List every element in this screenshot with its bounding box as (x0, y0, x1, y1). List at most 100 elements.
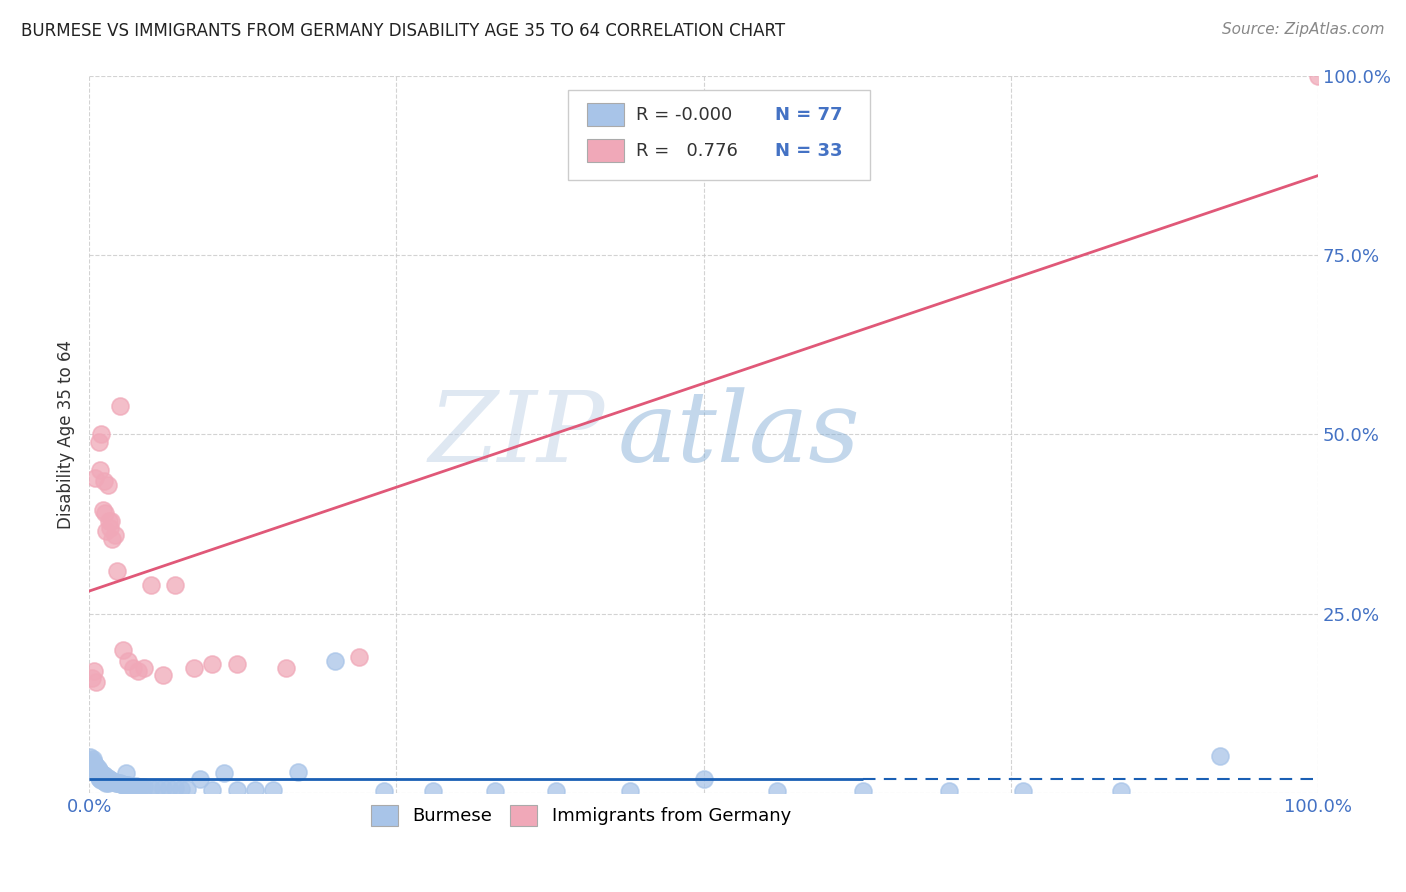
Point (83, 665, 105, 679)
Point (80, 672, 103, 686)
Text: N = 77: N = 77 (775, 106, 842, 124)
Point (176, 782, 198, 797)
Point (214, 766, 236, 780)
Point (94, 769, 117, 783)
Point (96, 776, 118, 790)
Point (127, 665, 149, 679)
Text: atlas: atlas (617, 387, 860, 482)
Point (93, 774, 115, 789)
Point (82, 752, 104, 766)
Point (114, 778, 136, 792)
Point (90, 427, 112, 442)
Point (225, 782, 247, 797)
Point (262, 783, 284, 797)
Y-axis label: Disability Age 35 to 64: Disability Age 35 to 64 (58, 340, 75, 529)
Point (1308, 69, 1330, 83)
Point (91, 773, 114, 788)
Point (90, 766, 112, 780)
Point (852, 784, 875, 798)
Point (80, 754, 103, 768)
Text: BURMESE VS IMMIGRANTS FROM GERMANY DISABILITY AGE 35 TO 64 CORRELATION CHART: BURMESE VS IMMIGRANTS FROM GERMANY DISAB… (21, 22, 785, 40)
Point (201, 657, 224, 672)
Point (100, 773, 122, 788)
Point (1209, 749, 1232, 764)
Point (127, 780, 149, 794)
Point (101, 774, 124, 789)
Point (145, 780, 167, 795)
Point (86, 675, 108, 690)
Point (112, 642, 135, 657)
Point (373, 784, 395, 798)
Text: R =   0.776: R = 0.776 (636, 142, 738, 160)
Point (117, 779, 139, 793)
Point (201, 782, 224, 797)
Point (152, 781, 174, 796)
Point (94, 507, 117, 521)
Point (115, 779, 138, 793)
Point (692, 772, 714, 786)
Point (134, 780, 156, 794)
Point (938, 784, 960, 798)
Point (84, 470, 107, 484)
Point (115, 766, 138, 780)
Point (89, 764, 111, 779)
Point (98, 521, 121, 535)
Legend: Burmese, Immigrants from Germany: Burmese, Immigrants from Germany (361, 796, 800, 835)
Point (349, 650, 371, 665)
Point (111, 777, 134, 791)
Point (83, 761, 105, 775)
Point (83, 756, 105, 771)
Point (170, 782, 193, 797)
Point (108, 776, 131, 790)
Point (96, 771, 118, 785)
FancyBboxPatch shape (568, 90, 869, 179)
Point (87, 434, 110, 449)
Point (84, 757, 107, 772)
Point (121, 779, 143, 793)
Point (110, 777, 132, 791)
Point (96, 524, 118, 539)
Bar (586, 138, 624, 161)
Point (97, 514, 120, 528)
Point (100, 514, 122, 528)
Point (104, 528, 127, 542)
Bar (586, 103, 624, 126)
Point (139, 578, 162, 592)
Point (125, 779, 148, 793)
Point (323, 654, 346, 668)
Point (89, 772, 111, 786)
Point (96, 772, 118, 786)
Point (107, 776, 129, 790)
Point (97, 772, 120, 786)
Point (79, 750, 101, 764)
Point (105, 775, 128, 789)
Text: ZIP: ZIP (429, 387, 605, 482)
Point (129, 780, 152, 794)
Text: Source: ZipAtlas.com: Source: ZipAtlas.com (1222, 22, 1385, 37)
Point (91, 767, 114, 781)
Point (546, 784, 568, 798)
Point (165, 578, 187, 592)
Point (105, 775, 128, 789)
Point (101, 532, 124, 546)
Point (122, 661, 145, 675)
Point (87, 771, 110, 785)
Point (86, 768, 108, 782)
Point (188, 772, 211, 786)
Point (112, 778, 135, 792)
Point (134, 661, 156, 675)
Point (86, 761, 108, 775)
Point (484, 784, 506, 798)
Point (93, 474, 115, 488)
Point (94, 775, 117, 789)
Point (98, 772, 121, 787)
Point (225, 657, 247, 672)
Point (287, 764, 309, 779)
Point (243, 783, 266, 797)
Point (108, 399, 131, 413)
Point (86, 766, 108, 780)
Point (165, 781, 187, 796)
Point (93, 768, 115, 782)
Point (89, 463, 111, 477)
Point (1012, 784, 1035, 798)
